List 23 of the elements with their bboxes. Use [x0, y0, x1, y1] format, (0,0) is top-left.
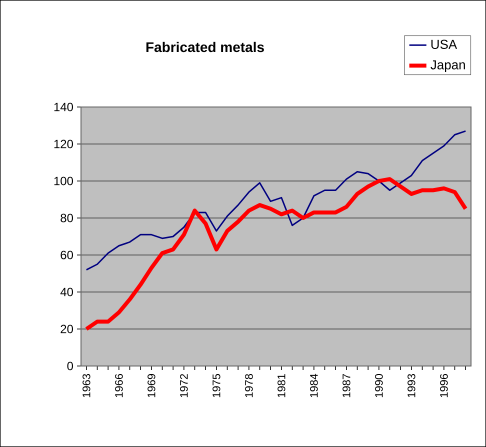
- x-tick-label: 1969: [148, 374, 156, 398]
- y-tick-label: 100: [54, 176, 74, 186]
- x-tick-label: 1993: [408, 374, 416, 398]
- y-tick-label: 120: [54, 140, 74, 148]
- y-tick-label: 80: [60, 214, 74, 222]
- legend-label: Japan: [430, 60, 465, 72]
- x-tick-label: 1972: [180, 374, 188, 398]
- chart-title: Fabricated metals: [146, 42, 264, 52]
- y-tick-label: 0: [67, 362, 74, 370]
- x-tick-label: 1987: [342, 374, 350, 398]
- x-tick-label: 1978: [245, 374, 253, 398]
- x-tick-label: 1963: [82, 374, 90, 398]
- x-tick-label: 1966: [115, 374, 123, 398]
- x-tick-label: 1981: [278, 374, 286, 398]
- y-tick-label: 60: [60, 250, 74, 260]
- x-tick-label: 1996: [440, 374, 448, 398]
- legend-label: USA: [431, 40, 458, 49]
- x-tick-label: 1975: [212, 374, 220, 398]
- y-tick-label: 140: [54, 102, 74, 112]
- y-tick-label: 40: [60, 288, 74, 296]
- x-tick-label: 1984: [310, 374, 318, 398]
- y-tick-label: 20: [60, 324, 74, 334]
- x-tick-label: 1990: [375, 374, 383, 398]
